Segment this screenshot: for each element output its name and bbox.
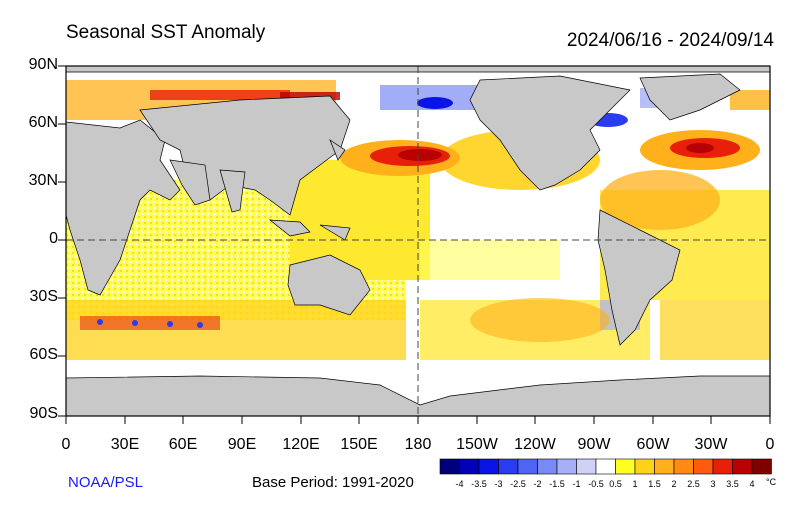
colorbar-tick-label: 1.5 (648, 479, 661, 489)
colorbar-tick-label: -2.5 (510, 479, 526, 489)
colorbar-tick-label: 4 (749, 479, 755, 489)
lon-label: 60W (636, 436, 670, 453)
lat-label: 0 (49, 230, 58, 247)
lon-label: 0 (765, 436, 775, 453)
source-credit: NOAA/PSL (68, 474, 144, 491)
colorbar-tick-label: -0.5 (588, 479, 604, 489)
colorbar-swatch (673, 458, 694, 475)
lon-label: 150E (340, 436, 378, 453)
lat-label: 30S (29, 288, 58, 305)
lon-label: 60E (168, 436, 198, 453)
lon-label: 120E (282, 436, 320, 453)
lat-label: 60S (29, 346, 58, 363)
map-title: Seasonal SST Anomaly (66, 22, 266, 43)
base-period-note: Base Period: 1991-2020 (252, 474, 414, 491)
colorbar-tick-label: 3 (710, 479, 716, 489)
colorbar-tick-label: 3.5 (726, 479, 739, 489)
colorbar-swatch (634, 458, 655, 475)
colorbar-swatch (498, 458, 519, 475)
colorbar-tick-label: 0.5 (609, 479, 622, 489)
colorbar-swatch (556, 458, 577, 475)
colorbar-swatch (478, 458, 499, 475)
colorbar-swatch (693, 458, 714, 475)
colorbar-tick-label: 2.5 (687, 479, 700, 489)
colorbar-tick-label: -2 (533, 479, 542, 489)
colorbar-unit: °C (766, 477, 777, 487)
colorbar-tick-label: 2 (671, 479, 677, 489)
colorbar-tick-label: 1 (632, 479, 638, 489)
lon-label: 120W (514, 436, 556, 453)
colorbar-swatch (615, 458, 636, 475)
lon-label: 90E (227, 436, 257, 453)
axis-ticks (58, 65, 771, 424)
colorbar-tick-label: -3 (494, 479, 503, 489)
date-range: 2024/06/16 - 2024/09/14 (566, 30, 774, 51)
lon-label: 30W (694, 436, 728, 453)
landmasses (66, 66, 770, 416)
lat-label: 90S (29, 405, 58, 422)
colorbar-swatch (712, 458, 733, 475)
colorbar-tick-label: -1 (572, 479, 581, 489)
lat-label: 60N (28, 114, 58, 131)
colorbar-swatch (459, 458, 480, 475)
colorbar-swatch (576, 458, 597, 475)
lon-label: 90W (577, 436, 611, 453)
colorbar-swatch (537, 458, 558, 475)
lat-label: 90N (28, 56, 58, 73)
lon-label: 0 (61, 436, 71, 453)
colorbar-tick-label: -1.5 (549, 479, 565, 489)
colorbar (439, 458, 772, 475)
colorbar-tick-label: -4 (455, 479, 464, 489)
colorbar-tick-label: -3.5 (471, 479, 487, 489)
lon-label: 180 (404, 436, 432, 453)
colorbar-swatch (595, 458, 616, 475)
lat-label: 30N (28, 172, 58, 189)
colorbar-swatch (517, 458, 538, 475)
colorbar-swatch (751, 458, 772, 475)
colorbar-swatch (732, 458, 753, 475)
lon-label: 30E (110, 436, 140, 453)
colorbar-swatch (654, 458, 675, 475)
lon-label: 150W (456, 436, 498, 453)
colorbar-swatch (439, 458, 460, 475)
